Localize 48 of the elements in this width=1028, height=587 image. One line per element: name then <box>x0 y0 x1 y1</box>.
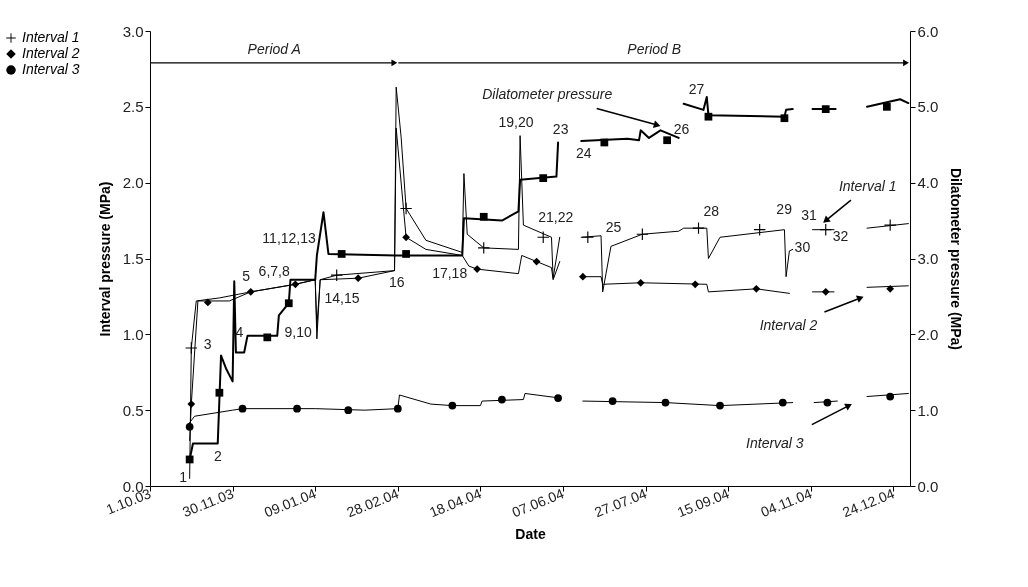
y-tick-label: 1.5 <box>122 250 144 267</box>
annotation: 3 <box>203 335 212 352</box>
annotation: 26 <box>673 120 690 137</box>
y2-tick-label: 6.0 <box>917 22 939 40</box>
annotation: Interval 1 <box>838 177 897 194</box>
annotation: Period B <box>627 40 682 57</box>
legend-label: Interval 3 <box>22 61 80 77</box>
x-axis-title: Date <box>515 526 546 543</box>
annotation: 4 <box>235 323 244 340</box>
annotation: 19,20 <box>498 114 534 131</box>
annotation: 5 <box>242 267 251 284</box>
annotation: 14,15 <box>324 290 360 307</box>
y2-axis-title: Dilatometer pressure (MPa) <box>948 167 965 351</box>
y-tick-label: 0.5 <box>122 401 144 419</box>
annotation: 2 <box>213 448 222 465</box>
annotation: 6,7,8 <box>258 263 290 280</box>
y2-tick-label: 4.0 <box>917 174 939 192</box>
annotation: 32 <box>832 228 849 245</box>
y-tick-label: 3.0 <box>122 22 144 40</box>
annotation: 31 <box>801 207 817 224</box>
annotation: 16 <box>388 273 405 290</box>
annotation: 24 <box>576 144 592 161</box>
annotation: 21,22 <box>538 208 574 225</box>
annotation: 29 <box>776 200 793 217</box>
annotation: 30 <box>794 239 811 256</box>
annotation: 25 <box>605 219 622 236</box>
annotation: 11,12,13 <box>262 229 317 246</box>
annotation: 9,10 <box>284 323 313 340</box>
annotation: Interval 3 <box>746 434 804 451</box>
y2-tick-label: 0.0 <box>917 477 939 495</box>
y-tick-label: 1.0 <box>122 325 144 343</box>
y2-tick-label: 3.0 <box>917 250 939 267</box>
y2-tick-label: 1.0 <box>917 401 939 419</box>
annotation: 1 <box>179 469 188 486</box>
y-tick-label: 2.0 <box>122 174 144 192</box>
annotation: 17,18 <box>432 264 468 281</box>
legend-label: Interval 2 <box>22 45 80 61</box>
annotation: Interval 2 <box>759 316 818 333</box>
annotation: 27 <box>688 81 705 98</box>
legend-label: Interval 1 <box>22 29 80 45</box>
annotation: Period A <box>247 40 301 57</box>
y2-tick-label: 2.0 <box>917 325 939 343</box>
y2-tick-label: 5.0 <box>917 98 939 116</box>
y-axis-title: Interval pressure (MPa) <box>96 181 113 337</box>
annotation: Dilatometer pressure <box>482 86 613 103</box>
annotation: 23 <box>552 120 569 137</box>
y-tick-label: 2.5 <box>122 98 144 116</box>
annotation: 28 <box>703 202 720 219</box>
